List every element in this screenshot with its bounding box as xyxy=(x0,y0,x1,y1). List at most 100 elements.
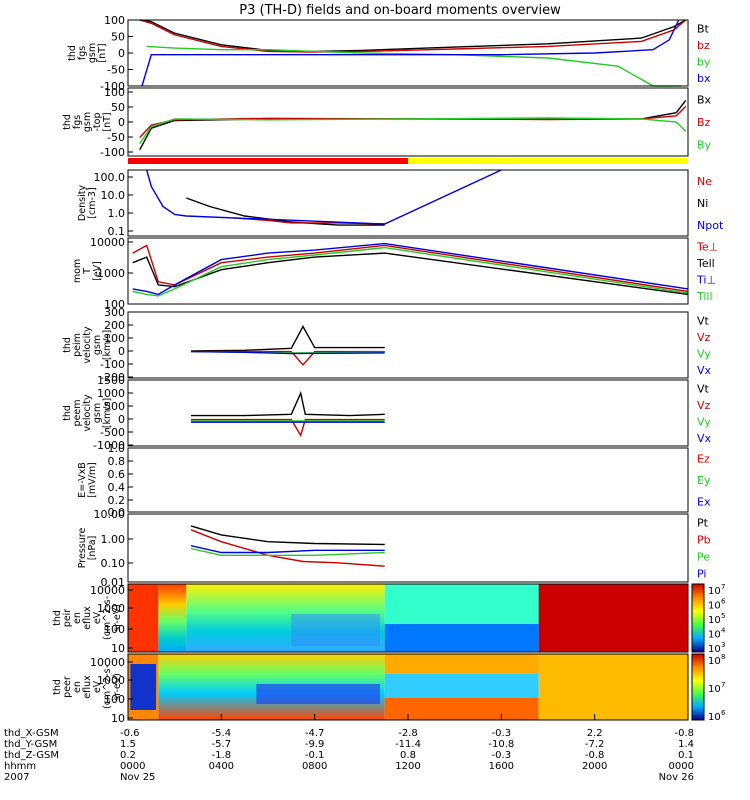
series-line-Ti⊥ xyxy=(132,242,689,296)
y-axis-label-line: [nPa] xyxy=(87,536,98,561)
y-tick-label: 1000 xyxy=(97,602,125,615)
y-axis-label-line: [mV/m] xyxy=(87,462,98,498)
legend-by: by xyxy=(697,55,711,68)
ephem-y_gsm-value: -9.9 xyxy=(305,739,325,750)
y-tick-label: 10000 xyxy=(90,656,125,669)
series-line-Pi xyxy=(190,545,385,554)
spec-block xyxy=(384,584,539,624)
series-line-bx xyxy=(141,19,680,87)
y-tick-label: 1.00 xyxy=(101,533,126,546)
y-axis-label-line: gsm xyxy=(87,43,98,63)
ephem-row-label: 2007 xyxy=(4,772,29,783)
y-axis-label-line: thd xyxy=(52,610,63,626)
ephem-x_gsm-value: -4.7 xyxy=(305,728,325,739)
y-axis-label: thd peim velocity gsm [km/s] xyxy=(62,326,113,364)
y-axis-label-line: peem xyxy=(72,400,83,427)
ephem-y_gsm-value: 1.4 xyxy=(678,739,694,750)
y-axis-label-line: eflux xyxy=(82,675,93,699)
legend-fgs: Bt bz by bx xyxy=(697,22,711,85)
y-tick-label: 100 xyxy=(104,693,125,706)
series-line-Bx xyxy=(139,99,687,151)
y-tick-label: 0.8 xyxy=(108,455,126,468)
y-axis-label-line: velocity xyxy=(82,394,93,432)
colorbar-exponent: 5 xyxy=(721,612,725,620)
y-tick-label: 10.00 xyxy=(94,508,126,521)
ephem-hhmm-value: 2000 xyxy=(582,761,607,772)
ephem-hhmm-value: 0800 xyxy=(302,761,327,772)
y-tick-label: 1500 xyxy=(97,374,125,387)
y-tick-label: 1.0 xyxy=(108,442,126,455)
y-axis-label-line: peer xyxy=(62,676,73,698)
ephem-date-end: Nov 26 xyxy=(659,772,694,783)
colorbar-exponent: 6 xyxy=(721,598,726,606)
panel-frame xyxy=(127,447,689,513)
legend-Vy: Vy xyxy=(697,347,711,360)
series-line-Te⊥ xyxy=(132,244,689,293)
y-tick-label: 100 xyxy=(104,332,125,345)
spec-block xyxy=(384,624,539,652)
y-tick-label: 0.10 xyxy=(101,557,126,570)
spec-block xyxy=(384,698,539,720)
ephem-hhmm-value: 0000 xyxy=(669,761,694,772)
legend-bx: bx xyxy=(697,72,711,85)
spec-block xyxy=(128,584,159,652)
legend-Ti⊥: Ti⊥ xyxy=(696,273,716,286)
panel-frame xyxy=(127,237,689,305)
legend-Vx: Vx xyxy=(697,364,712,377)
y-tick-label: 50 xyxy=(111,101,125,114)
y-axis-label-line: [nT] xyxy=(97,43,108,62)
y-tick-label: -100 xyxy=(100,80,125,93)
y-tick-label: 0 xyxy=(118,116,125,129)
y-axis-label-line: E=-VxB xyxy=(77,462,88,497)
ephem-bar-red xyxy=(128,158,408,164)
series-line-Vx xyxy=(190,350,385,355)
legend-Bx: Bx xyxy=(697,93,712,106)
y-axis-label-line: [nT] xyxy=(102,112,113,131)
spec-block xyxy=(130,664,156,710)
y-axis-label-line: Density xyxy=(77,185,88,221)
legend-Te⊥: Te⊥ xyxy=(696,240,718,253)
y-tick-label: 10.0 xyxy=(101,189,126,202)
y-tick-label: 1000 xyxy=(97,674,125,687)
series-line-Vt xyxy=(191,390,385,417)
ephem-y_gsm-value: -5.7 xyxy=(212,739,232,750)
series-line-Pt xyxy=(190,525,385,546)
legend-fgs_raw: Bx Bz By xyxy=(697,93,712,151)
y-tick-label: 100 xyxy=(104,623,125,636)
y-axis-label: Pressure [nPa] xyxy=(77,528,98,569)
ephem-z_gsm-value: 0.1 xyxy=(678,750,694,761)
legend-Vy: Vy xyxy=(697,415,711,428)
panel-frame xyxy=(127,583,689,653)
spec-block xyxy=(256,684,380,704)
legend-Ey: Ey xyxy=(697,474,711,487)
legend-Ne: Ne xyxy=(697,175,712,188)
y-axis-label-line: en xyxy=(72,612,83,624)
ephem-row-label: thd_X-GSM xyxy=(4,728,59,739)
y-axis-label-line: peir xyxy=(62,609,73,628)
y-axis-label-line: velocity xyxy=(82,326,93,364)
panel-frame xyxy=(127,513,689,583)
series-line-Tell xyxy=(132,252,689,296)
legend-density: Ne Ni Npot xyxy=(697,175,724,232)
series-line-Pb xyxy=(190,529,385,567)
legend-temperature: Te⊥ Tell Ti⊥ Till xyxy=(696,240,718,303)
legend-Vx: Vx xyxy=(697,432,712,445)
ephem-x_gsm-value: -0.8 xyxy=(674,728,694,739)
y-axis-label-line: thd xyxy=(67,45,78,61)
series-line-Ni xyxy=(186,197,385,226)
series-line-By xyxy=(139,117,687,144)
y-axis-label: thd peir en eflux eV (cm^2-s-sr-eV) xyxy=(52,596,123,640)
ephem-hhmm-value: 1600 xyxy=(489,761,514,772)
series-line-Vz xyxy=(191,418,385,438)
y-axis-label-line: sr-eV) xyxy=(112,604,123,632)
legend-Vz: Vz xyxy=(697,331,711,344)
y-tick-label: -200 xyxy=(100,371,125,384)
colorbar-exponent: 8 xyxy=(721,653,725,661)
legend-Ex: Ex xyxy=(697,495,711,508)
y-tick-label: 0.2 xyxy=(108,494,126,507)
